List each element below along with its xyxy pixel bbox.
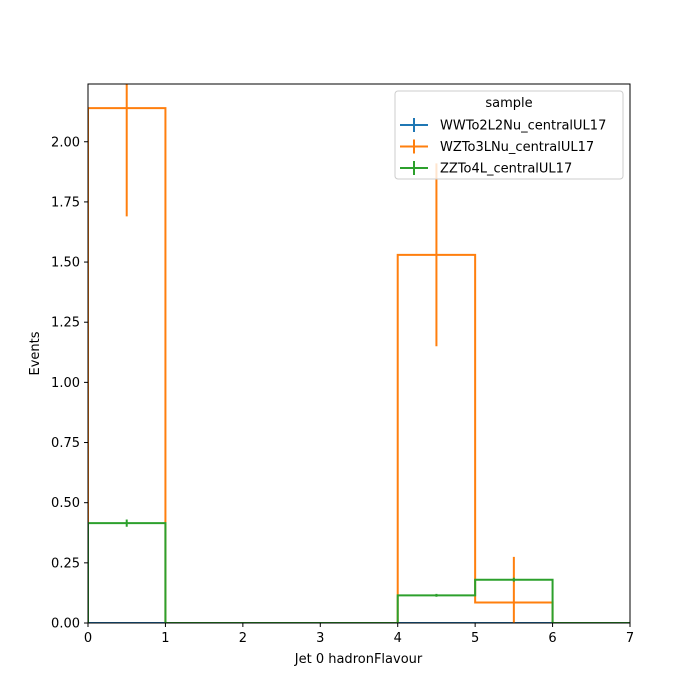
y-tick-label: 1.75 bbox=[51, 195, 80, 210]
y-tick-label: 1.00 bbox=[51, 376, 80, 391]
legend: sample WWTo2L2Nu_centralUL17 WZTo3LNu_cen… bbox=[394, 90, 624, 180]
legend-entry: WWTo2L2Nu_centralUL17 bbox=[400, 118, 606, 134]
axes-frame bbox=[87, 83, 631, 624]
x-tick-label: 3 bbox=[316, 631, 324, 646]
y-tick-label: 2.00 bbox=[51, 135, 80, 150]
legend-label: WZTo3LNu_centralUL17 bbox=[440, 140, 594, 155]
x-tick-label: 5 bbox=[471, 631, 479, 646]
x-tick-label: 2 bbox=[239, 631, 247, 646]
x-tick-label: 4 bbox=[394, 631, 402, 646]
x-tick-label: 6 bbox=[548, 631, 556, 646]
legend-label: WWTo2L2Nu_centralUL17 bbox=[440, 119, 606, 134]
y-axis-label: Events bbox=[28, 331, 43, 375]
y-tick-label: 0.25 bbox=[51, 556, 80, 571]
plot-area: 0 1 2 3 4 5 6 7 0.00 0.25 0.50 0.75 1.00 1.25 1.50 1.75… bbox=[51, 83, 634, 646]
x-tick-label: 0 bbox=[84, 631, 92, 646]
x-tick-label: 7 bbox=[626, 631, 634, 646]
legend-label: ZZTo4L_centralUL17 bbox=[440, 162, 572, 177]
series-step-line bbox=[88, 522, 630, 623]
data-layer bbox=[88, 84, 630, 623]
legend-entry: ZZTo4L_centralUL17 bbox=[400, 161, 572, 177]
series-3 bbox=[88, 519, 630, 623]
x-tick-label: 1 bbox=[161, 631, 169, 646]
y-tick-label: 1.50 bbox=[51, 256, 80, 271]
y-tick-label: 1.25 bbox=[51, 316, 80, 331]
y-tick-label: 0.50 bbox=[51, 496, 80, 511]
legend-frame bbox=[394, 90, 624, 180]
x-axis-label: Jet 0 hadronFlavour bbox=[294, 652, 423, 667]
y-tick-label: 0.75 bbox=[51, 436, 80, 451]
legend-entry: WZTo3LNu_centralUL17 bbox=[400, 139, 594, 155]
legend-title: sample bbox=[485, 96, 532, 111]
y-tick-label: 0.00 bbox=[51, 617, 80, 632]
